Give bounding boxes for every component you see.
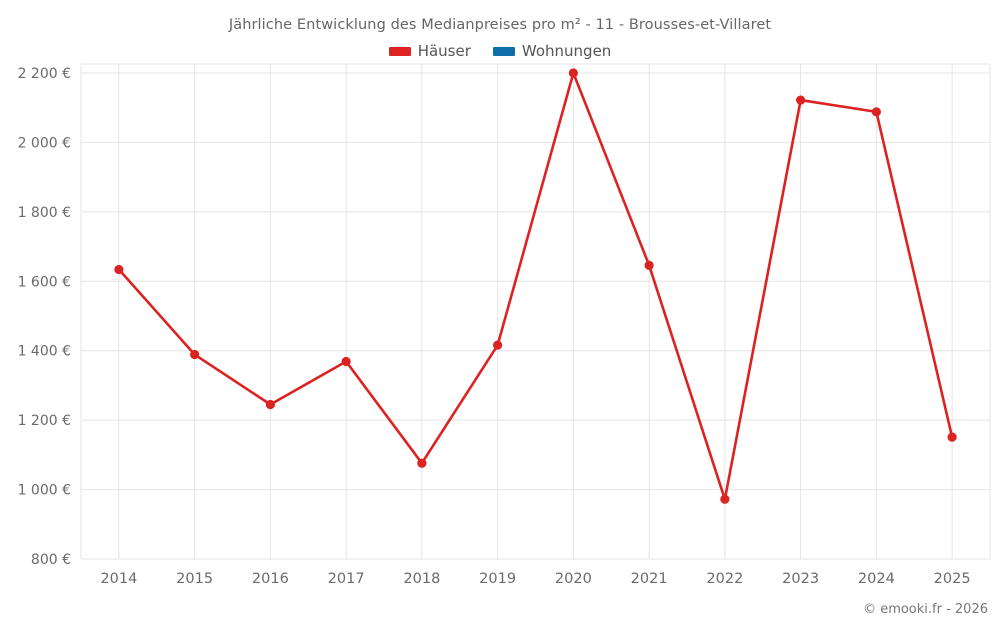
data-point-marker[interactable] <box>644 260 654 270</box>
x-axis-tick-label: 2015 <box>176 571 213 587</box>
x-axis-tick-label: 2019 <box>479 571 516 587</box>
x-axis-tick-label: 2014 <box>100 571 137 587</box>
x-axis-tick-label: 2020 <box>555 571 592 587</box>
legend-item-haeuser[interactable]: Häuser <box>388 42 471 60</box>
y-axis-tick-label: 800 € <box>31 552 71 568</box>
chart-title: Jährliche Entwicklung des Medianpreises … <box>228 17 772 33</box>
y-axis-tick-label: 2 200 € <box>18 66 71 82</box>
data-point-marker[interactable] <box>796 95 806 105</box>
data-point-marker[interactable] <box>341 356 351 367</box>
y-axis-tick-label: 1 800 € <box>18 205 71 221</box>
series-haeuser <box>114 68 957 504</box>
x-axis-tick-label: 2016 <box>252 571 289 587</box>
data-point-marker[interactable] <box>720 494 730 504</box>
y-axis-tick-label: 1 400 € <box>18 344 71 360</box>
credit-text: © emooki.fr - 2026 <box>863 602 988 617</box>
data-point-marker[interactable] <box>417 458 427 468</box>
y-axis-tick-label: 1 000 € <box>18 483 71 499</box>
chart-legend: Häuser Wohnungen <box>0 44 1000 59</box>
series-line <box>117 71 954 501</box>
data-point-marker[interactable] <box>114 264 124 275</box>
y-axis-tick-label: 2 000 € <box>18 135 71 151</box>
x-axis-tick-label: 2017 <box>328 571 365 587</box>
data-point-marker[interactable] <box>265 399 275 410</box>
data-point-marker[interactable] <box>871 107 881 117</box>
legend-swatch-wohnungen <box>492 47 515 56</box>
y-axis-tick-label: 1 200 € <box>18 413 71 429</box>
x-axis-tick-label: 2023 <box>782 571 819 587</box>
x-axis-tick-label: 2025 <box>934 571 971 587</box>
data-point-marker[interactable] <box>493 340 503 350</box>
gridlines <box>80 63 991 560</box>
data-point-marker[interactable] <box>190 349 200 360</box>
x-axis-tick-label: 2018 <box>403 571 440 587</box>
x-axis-tick-label: 2021 <box>631 571 668 587</box>
x-axis-tick-label: 2024 <box>858 571 895 587</box>
legend-swatch-haeuser <box>388 47 411 56</box>
legend-item-wohnungen[interactable]: Wohnungen <box>492 42 612 60</box>
data-point-marker[interactable] <box>568 68 578 78</box>
x-axis-tick-label: 2022 <box>706 571 743 587</box>
legend-label-wohnungen: Wohnungen <box>521 42 612 60</box>
legend-label-haeuser: Häuser <box>417 42 471 60</box>
data-point-marker[interactable] <box>947 432 957 442</box>
y-axis-tick-label: 1 600 € <box>18 274 71 290</box>
